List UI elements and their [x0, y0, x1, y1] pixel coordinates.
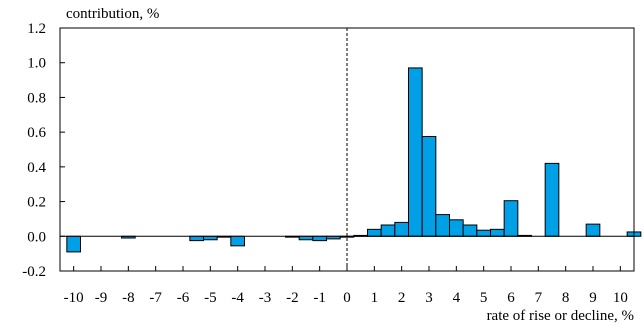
bar-12: [367, 228, 382, 237]
y-tick-label: 1.2: [27, 21, 46, 37]
bar-16: [421, 135, 437, 237]
bar-14: [394, 221, 410, 237]
y-tick-label: 0.2: [27, 195, 46, 211]
x-tick-label: 3: [425, 290, 433, 306]
bar-0: [66, 235, 82, 253]
y-tick-label: 0.4: [27, 160, 46, 176]
x-tick-label: 5: [480, 290, 488, 306]
x-tick-label: -8: [122, 290, 135, 306]
x-tick-label: -2: [286, 290, 299, 306]
bar-15: [408, 67, 423, 237]
bar-8: [312, 235, 328, 242]
bars: [66, 67, 642, 253]
bar-25: [585, 223, 601, 237]
bar-21: [490, 228, 505, 237]
bar-5: [230, 235, 245, 247]
x-tick-label: -5: [204, 290, 217, 306]
x-tick-label: 9: [589, 290, 597, 306]
x-tick-label: 0: [343, 290, 351, 306]
y-tick-label: 0.0: [27, 229, 46, 245]
y-tick-label: 1.0: [27, 56, 46, 72]
y-ticks: 1.2 1.0 0.8 0.6 0.4 0.2 0.0 -0.2: [22, 21, 65, 280]
y-axis-label: contribution, %: [66, 6, 159, 22]
bar-3: [203, 235, 218, 241]
bar-2: [189, 235, 204, 242]
x-tick-label: -9: [95, 290, 108, 306]
x-tick-label: -6: [177, 290, 190, 306]
y-tick-label: 0.8: [27, 90, 46, 106]
y-tick-label: -0.2: [22, 264, 46, 280]
x-axis-label: rate of rise or decline, %: [487, 308, 634, 324]
bar-19: [462, 224, 478, 237]
bar-20: [476, 229, 492, 237]
x-tick-label: 1: [371, 290, 379, 306]
bar-17: [435, 214, 451, 237]
bar-18: [449, 219, 464, 237]
x-tick-label: 8: [562, 290, 570, 306]
x-ticks: -10 -9 -8 -7 -6 -5 -4 -3 -2 -1 0 1 2 3 4 5 6 7 8 9 10: [64, 266, 628, 306]
bar-13: [380, 224, 396, 237]
x-tick-label: 6: [507, 290, 515, 306]
x-tick-label: 7: [535, 290, 543, 306]
x-tick-label: -10: [64, 290, 84, 306]
bar-22: [503, 200, 519, 237]
x-tick-label: -7: [149, 290, 162, 306]
x-tick-label: -1: [313, 290, 326, 306]
bar-7: [298, 235, 314, 241]
bar-24: [544, 162, 560, 237]
x-tick-label: 2: [398, 290, 406, 306]
x-tick-label: 4: [453, 290, 461, 306]
x-tick-label: 10: [613, 290, 628, 306]
x-tick-label: -3: [259, 290, 272, 306]
y-tick-label: 0.6: [27, 125, 46, 141]
x-tick-label: -4: [231, 290, 244, 306]
